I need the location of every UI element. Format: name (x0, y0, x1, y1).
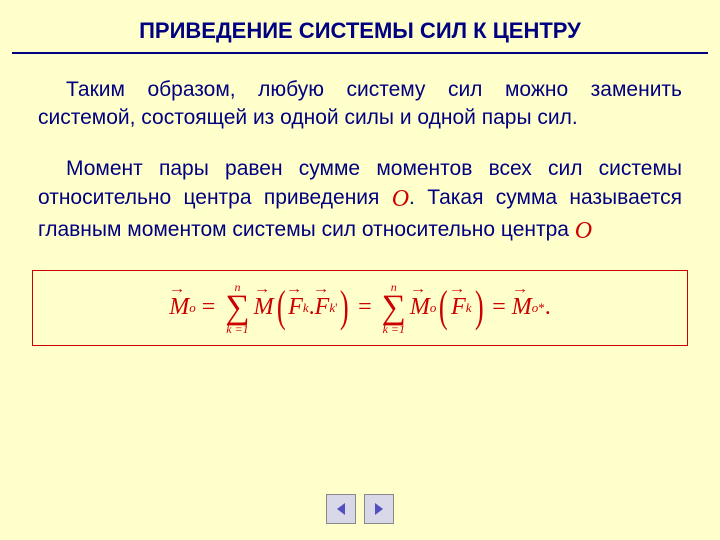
prev-button[interactable] (326, 494, 356, 524)
equals-2: = (358, 294, 372, 321)
formula: Mo = n ∑ k =1 M ( Fk. Fk' ) = n ∑ k =1 M… (169, 281, 550, 336)
paragraph-2: Момент пары равен сумме моментов всех си… (38, 155, 682, 248)
equals-1: = (202, 294, 216, 321)
vec-M-o-2: M (410, 294, 430, 321)
rparen-2: ) (474, 292, 483, 323)
formula-box: Mo = n ∑ k =1 M ( Fk. Fk' ) = n ∑ k =1 M… (32, 270, 688, 346)
rparen-1: ) (340, 292, 349, 323)
equals-3: = (492, 294, 506, 321)
final-dot: . (545, 294, 551, 321)
vec-M-o-left: M (169, 294, 189, 321)
center-o-1: О (392, 186, 409, 212)
sigma-2: n ∑ k =1 (382, 281, 406, 336)
lparen-2: ( (439, 292, 448, 323)
arrow-right-icon (371, 501, 387, 517)
vec-Fk-prime: F (315, 294, 330, 321)
arrow-left-icon (333, 501, 349, 517)
vec-Fk-2: F (451, 294, 466, 321)
vec-Fk: F (288, 294, 303, 321)
sigma-1: n ∑ k =1 (225, 281, 249, 336)
paragraph-1: Таким образом, любую систему сил можно з… (38, 76, 682, 133)
vec-M-o-star: M (512, 294, 532, 321)
title-underline (12, 52, 708, 54)
lparen-1: ( (276, 292, 285, 323)
slide-title: ПРИВЕДЕНИЕ СИСТЕМЫ СИЛ К ЦЕНТРУ (0, 0, 720, 52)
next-button[interactable] (364, 494, 394, 524)
center-o-2: О (575, 218, 592, 244)
vec-M-1: M (254, 294, 274, 321)
nav-controls (326, 494, 394, 524)
